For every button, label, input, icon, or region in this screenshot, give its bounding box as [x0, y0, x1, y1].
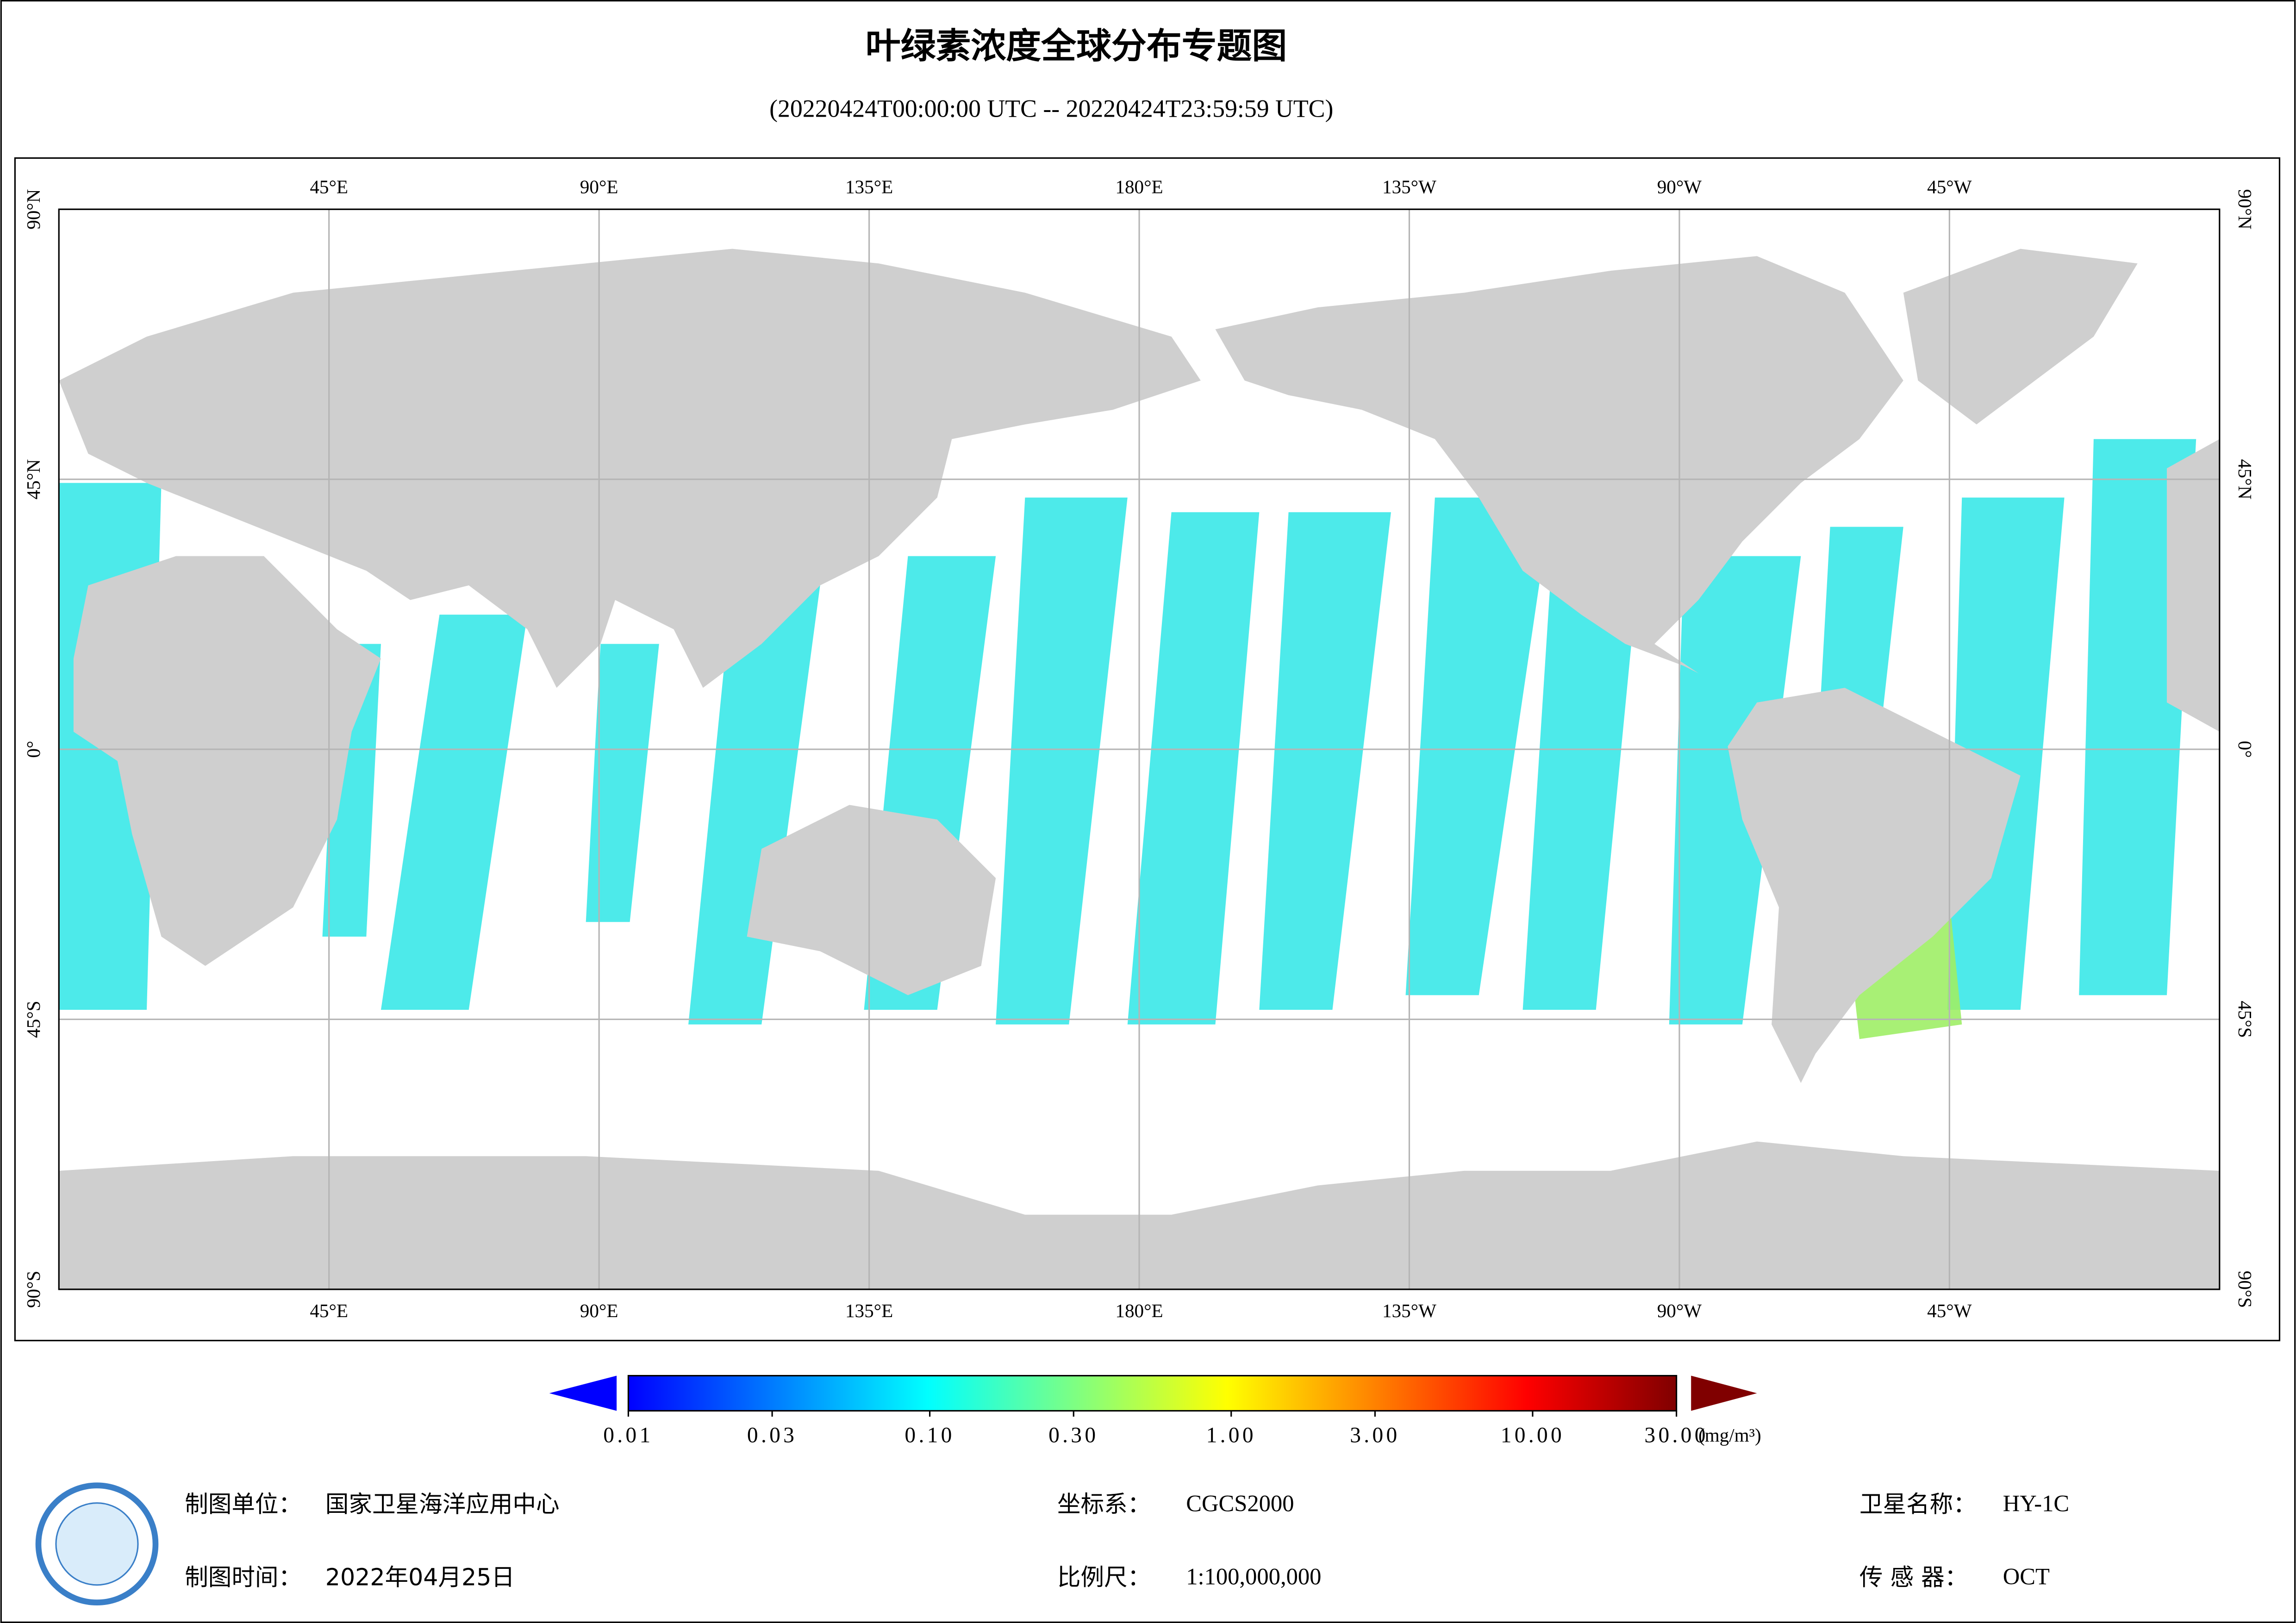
- lon-label-top: 45°E: [310, 176, 348, 197]
- colorbar-ramp: [627, 1374, 1678, 1412]
- lat-label-left: 90°N: [23, 189, 44, 230]
- sensor-value: OCT: [2003, 1564, 2050, 1590]
- crs-label: 坐标系：: [1057, 1491, 1151, 1518]
- lat-label-right: 45°N: [2234, 459, 2256, 499]
- map-frame: [14, 157, 2281, 1342]
- time-value: 2022年04月25日: [325, 1564, 515, 1591]
- map-border: [58, 208, 2221, 1290]
- lat-label-left: 45°S: [23, 1001, 44, 1038]
- lat-label-right: 90°S: [2234, 1271, 2256, 1308]
- lon-label-top: 180°E: [1115, 176, 1163, 197]
- colorbar: 0.01 0.03 0.10 0.30 1.00 3.00 10.00 30.00(mg/m³…: [549, 1374, 1761, 1447]
- colorbar-tick-label: 0.10: [905, 1423, 955, 1447]
- colorbar-tick-label: 10.00: [1501, 1423, 1565, 1447]
- map: [58, 208, 2221, 1290]
- subtitle: (20220424T00:00:00 UTC -- 20220424T23:59…: [769, 95, 1333, 123]
- lon-label-top: 90°W: [1657, 176, 1702, 197]
- lat-label-right: 45°S: [2234, 1001, 2256, 1038]
- logo-inner: [55, 1502, 139, 1586]
- scale-value: 1:100,000,000: [1186, 1564, 1321, 1590]
- lon-label-bottom: 90°W: [1657, 1300, 1702, 1321]
- time-label: 制图时间：: [185, 1564, 302, 1591]
- lon-label-bottom: 180°E: [1115, 1300, 1163, 1321]
- lat-label-right: 90°N: [2234, 189, 2256, 230]
- logo: [35, 1482, 159, 1606]
- footer: 制图单位： 国家卫星海洋应用中心 制图时间： 2022年04月25日 坐标系： …: [35, 1482, 2069, 1606]
- colorbar-tick-label: 0.01: [603, 1423, 653, 1447]
- lon-label-bottom: 45°E: [310, 1300, 348, 1321]
- colorbar-tick-label: 3.00: [1350, 1423, 1400, 1447]
- lon-label-bottom: 90°E: [580, 1300, 618, 1321]
- lat-label-left: 45°N: [23, 459, 44, 499]
- colorbar-tick-label: 1.00: [1206, 1423, 1256, 1447]
- lon-label-top: 135°W: [1382, 176, 1436, 197]
- lon-label-top: 90°E: [580, 176, 618, 197]
- lat-label-left: 90°S: [23, 1271, 44, 1308]
- unit-label: 制图单位：: [185, 1491, 302, 1518]
- crs-value: CGCS2000: [1186, 1491, 1294, 1517]
- lat-label-left: 0°: [23, 741, 44, 758]
- lon-label-top: 135°E: [845, 176, 893, 197]
- sat-label: 卫星名称：: [1859, 1491, 1977, 1518]
- colorbar-high-arrow: [1691, 1375, 1757, 1411]
- lon-label-bottom: 45°W: [1927, 1300, 1972, 1321]
- lon-label-top: 45°W: [1927, 176, 1972, 197]
- sat-value: HY-1C: [2003, 1491, 2069, 1517]
- sensor-label: 传 感 器：: [1859, 1564, 1968, 1591]
- unit-value: 国家卫星海洋应用中心: [325, 1491, 560, 1518]
- colorbar-unit: (mg/m³): [1698, 1424, 1761, 1446]
- title: 叶绿素浓度全球分布专题图: [866, 25, 1287, 66]
- colorbar-tick-label: 0.30: [1048, 1423, 1098, 1447]
- lon-label-bottom: 135°W: [1382, 1300, 1436, 1321]
- lon-label-bottom: 135°E: [845, 1300, 893, 1321]
- colorbar-tick-label: 0.03: [747, 1423, 797, 1447]
- scale-label: 比例尺：: [1057, 1564, 1151, 1591]
- lat-label-right: 0°: [2234, 741, 2256, 758]
- colorbar-tick-label: 30.00: [1644, 1423, 1708, 1447]
- colorbar-low-arrow: [549, 1375, 617, 1411]
